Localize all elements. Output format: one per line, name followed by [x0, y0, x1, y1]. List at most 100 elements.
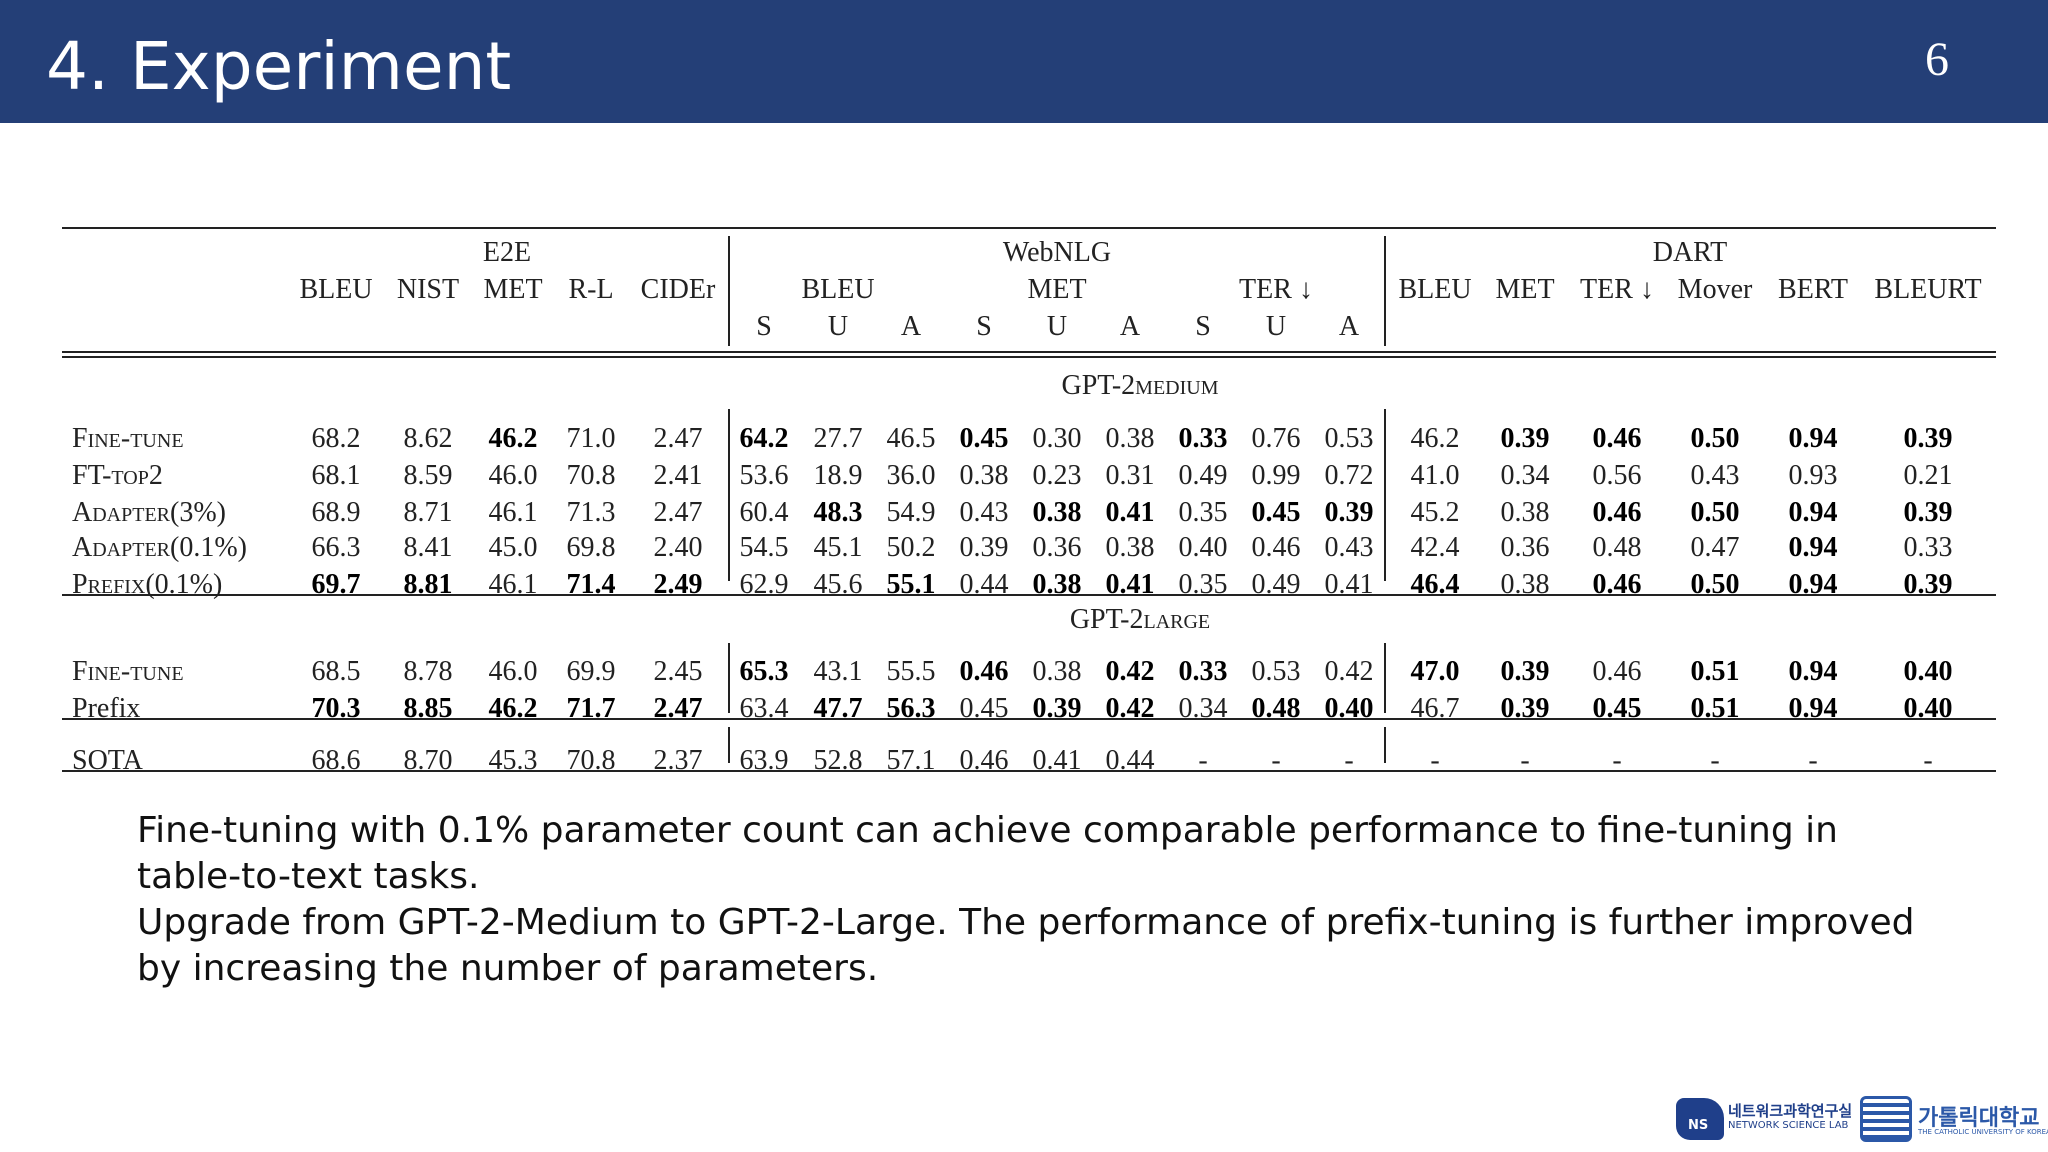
table-cell: 0.35 — [1178, 569, 1228, 600]
table-cell: 0.48 — [1251, 693, 1301, 724]
table-cell: 0.53 — [1324, 423, 1374, 454]
table-cell: 0.38 — [1105, 423, 1155, 454]
table-cell: 69.7 — [311, 569, 361, 600]
table-cell: 54.9 — [886, 497, 936, 528]
table-cell: 0.45 — [959, 423, 1009, 454]
dart-metric-header: MET — [1495, 274, 1555, 305]
row-label: Adapter(3%) — [72, 497, 226, 528]
table-cell: 0.45 — [1592, 693, 1642, 724]
table-cell: 42.4 — [1410, 532, 1460, 563]
table-cell: - — [1710, 745, 1720, 776]
table-cell: 55.1 — [886, 569, 936, 600]
table-cell: 50.2 — [886, 532, 936, 563]
table-cell: 2.45 — [653, 656, 703, 687]
table-cell: 46.4 — [1410, 569, 1460, 600]
e2e-webnlg-separator-large — [728, 643, 730, 713]
table-cell: 18.9 — [813, 460, 863, 491]
university-name-english: THE CATHOLIC UNIVERSITY OF KOREA — [1918, 1128, 2048, 1136]
slide-title: 4. Experiment — [46, 28, 512, 105]
table-cell: - — [1612, 745, 1622, 776]
table-cell: 8.85 — [403, 693, 453, 724]
university-name-korean: 가톨릭대학교 — [1918, 1106, 2040, 1131]
table-cell: 2.40 — [653, 532, 703, 563]
webnlg-split-header: S — [976, 311, 992, 342]
table-cell: 68.6 — [311, 745, 361, 776]
table-cell: 0.46 — [1592, 569, 1642, 600]
table-cell: 0.36 — [1500, 532, 1550, 563]
table-cell: - — [1344, 745, 1354, 776]
table-cell: 0.39 — [1903, 497, 1953, 528]
table-cell: 0.34 — [1500, 460, 1550, 491]
table-cell: 71.3 — [566, 497, 616, 528]
table-cell: 0.31 — [1105, 460, 1155, 491]
e2e-metric-header: R-L — [568, 274, 614, 305]
page-number: 6 — [1925, 33, 1949, 86]
table-cell: 2.47 — [653, 423, 703, 454]
table-cell: 0.56 — [1592, 460, 1642, 491]
table-cell: 0.51 — [1690, 656, 1740, 687]
table-cell: 0.39 — [1500, 656, 1550, 687]
table-cell: 46.2 — [488, 693, 538, 724]
table-cell: 0.33 — [1903, 532, 1953, 563]
lab-name-korean: 네트워크과학연구실 — [1728, 1102, 1853, 1120]
table-cell: 2.49 — [653, 569, 703, 600]
table-cell: 47.0 — [1410, 656, 1460, 687]
table-cell: 0.46 — [959, 745, 1009, 776]
row-label: Adapter(0.1%) — [72, 532, 247, 563]
table-cell: 45.3 — [488, 745, 538, 776]
table-cell: 71.7 — [566, 693, 616, 724]
table-cell: 71.0 — [566, 423, 616, 454]
table-cell: 27.7 — [813, 423, 863, 454]
table-cell: 46.1 — [488, 569, 538, 600]
e2e-metric-header: NIST — [396, 274, 460, 305]
table-header-double-rule-1 — [62, 351, 1996, 353]
table-cell: 45.0 — [488, 532, 538, 563]
table-cell: 36.0 — [886, 460, 936, 491]
table-cell: 56.3 — [886, 693, 936, 724]
webnlg-metric-header: BLEU — [801, 274, 875, 305]
table-cell: 0.41 — [1032, 745, 1082, 776]
table-cell: 46.7 — [1410, 693, 1460, 724]
dart-metric-header: Mover — [1677, 274, 1753, 305]
section-model-name: GPT-2 — [1069, 604, 1144, 635]
table-cell: 60.4 — [739, 497, 789, 528]
table-cell: 0.46 — [1592, 656, 1642, 687]
table-cell: 65.3 — [739, 656, 789, 687]
table-cell: 0.47 — [1690, 532, 1740, 563]
row-label: Prefix — [72, 693, 141, 724]
table-cell: 46.5 — [886, 423, 936, 454]
table-cell: 8.41 — [403, 532, 453, 563]
table-cell: 8.62 — [403, 423, 453, 454]
table-cell: 41.0 — [1410, 460, 1460, 491]
lab-mark-text: NS — [1688, 1118, 1709, 1133]
table-cell: 0.51 — [1690, 693, 1740, 724]
table-cell: 0.39 — [1032, 693, 1082, 724]
table-cell: 0.35 — [1178, 497, 1228, 528]
table-cell: 43.1 — [813, 656, 863, 687]
table-cell: 8.71 — [403, 497, 453, 528]
table-cell: 0.46 — [959, 656, 1009, 687]
table-cell: 0.42 — [1324, 656, 1374, 687]
row-label: Fine-tune — [72, 656, 184, 687]
table-cell: 0.38 — [1500, 497, 1550, 528]
table-bottom-rule — [62, 770, 1996, 772]
table-cell: 47.7 — [813, 693, 863, 724]
table-cell: 0.94 — [1788, 656, 1838, 687]
table-cell: 70.3 — [311, 693, 361, 724]
dart-metric-header: BERT — [1778, 274, 1848, 305]
table-cell: 0.94 — [1788, 532, 1838, 563]
table-cell: 0.38 — [1500, 569, 1550, 600]
table-cell: 0.21 — [1903, 460, 1953, 491]
table-cell: 0.94 — [1788, 569, 1838, 600]
table-cell: 0.39 — [959, 532, 1009, 563]
table-cell: 0.33 — [1178, 423, 1228, 454]
table-cell: 45.1 — [813, 532, 863, 563]
table-cell: 68.9 — [311, 497, 361, 528]
table-cell: 0.45 — [1251, 497, 1301, 528]
table-cell: 0.50 — [1690, 569, 1740, 600]
table-section-rule — [62, 594, 1996, 596]
table-cell: 0.94 — [1788, 423, 1838, 454]
table-cell: 0.72 — [1324, 460, 1374, 491]
table-cell: 70.8 — [566, 460, 616, 491]
table-cell: 62.9 — [739, 569, 789, 600]
